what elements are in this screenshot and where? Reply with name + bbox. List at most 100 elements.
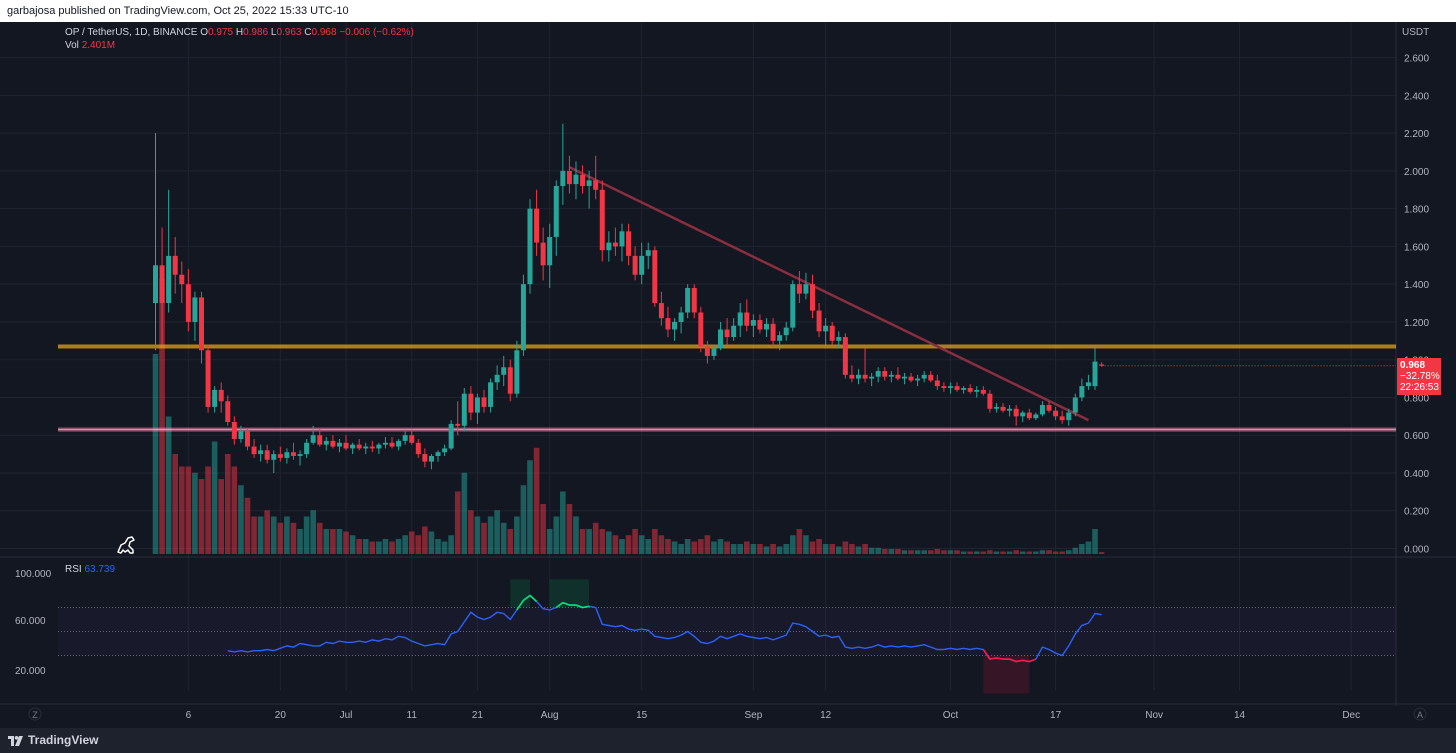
candle-body: [803, 284, 809, 294]
candle: [336, 438, 342, 453]
candle-body: [1099, 364, 1105, 366]
candle: [947, 382, 953, 394]
zoom-button-ring: [28, 707, 42, 721]
volume-bar: [665, 539, 671, 554]
candle: [921, 371, 927, 383]
candle: [494, 365, 500, 390]
rsi-value: 63.739: [84, 564, 116, 575]
candle: [829, 321, 835, 345]
candle: [862, 348, 868, 383]
candle: [718, 321, 724, 351]
candle: [757, 314, 763, 334]
candle: [908, 372, 914, 383]
candle-body: [593, 180, 599, 190]
candle-body: [553, 186, 559, 237]
candle-body: [560, 170, 566, 187]
candle-body: [330, 440, 336, 447]
candle-body: [895, 374, 901, 379]
candle: [810, 274, 815, 319]
candle: [1020, 410, 1026, 423]
volume-bar: [323, 529, 330, 554]
volume-bar: [954, 550, 960, 554]
volume-bar: [178, 466, 185, 554]
tradingview-icon: [8, 735, 23, 746]
candle-body: [1066, 412, 1072, 421]
volume-bar: [527, 460, 533, 554]
volume-bar: [625, 535, 632, 554]
volume-bar: [1006, 551, 1013, 554]
candle-body: [573, 174, 579, 185]
price-tick-label: 1.400: [1404, 280, 1429, 291]
volume-bar: [520, 485, 527, 554]
candle-body: [882, 371, 888, 377]
candle-body: [520, 284, 526, 351]
candle-body: [1085, 382, 1091, 387]
candle: [396, 438, 402, 451]
candle: [855, 369, 861, 385]
candle-body: [179, 274, 185, 285]
candle-body: [901, 376, 907, 379]
candle: [422, 448, 428, 468]
symbol-name[interactable]: OP / TetherUS, 1D, BINANCE: [65, 27, 198, 38]
candle: [882, 367, 888, 381]
candle-body: [448, 423, 454, 449]
volume-bar: [336, 529, 343, 554]
candle-body: [461, 393, 467, 426]
auto-scale-button[interactable]: A: [1417, 710, 1423, 720]
candle-body: [389, 442, 395, 447]
candle: [645, 242, 651, 270]
candle-body: [842, 337, 848, 375]
volume-bar: [855, 546, 862, 554]
chart-canvas[interactable]: 0.0000.2000.4000.6000.8001.0001.2001.400…: [0, 22, 1456, 728]
candle-body: [251, 446, 257, 455]
volume-bar: [152, 354, 159, 554]
publish-header: garbajosa published on TradingView.com, …: [0, 0, 1456, 22]
volume-bar: [796, 529, 803, 554]
candle-body: [481, 397, 487, 407]
volume-bar: [1098, 552, 1105, 554]
symbol-legend: OP / TetherUS, 1D, BINANCE O0.975 H0.986…: [65, 27, 414, 38]
publish-text: garbajosa published on TradingView.com, …: [7, 5, 349, 17]
candle-body: [284, 452, 290, 458]
resistance-line: [58, 344, 1396, 349]
time-tick-label: 11: [407, 710, 418, 721]
candle-body: [290, 452, 296, 456]
volume-bar: [481, 522, 487, 554]
rsi-pane: 20.000 60.000 100.000: [15, 569, 1396, 694]
candle-body: [422, 454, 428, 462]
candle: [777, 331, 783, 351]
candle-body: [711, 348, 717, 356]
volume-bar: [218, 479, 224, 554]
volume-bar: [310, 510, 316, 554]
high-value: 0.986: [243, 27, 269, 38]
volume-bar: [927, 550, 934, 554]
candle: [612, 227, 618, 256]
volume-bar: [185, 466, 192, 554]
candle: [987, 389, 993, 413]
rsi-label[interactable]: RSI: [65, 564, 82, 575]
candle-body: [310, 435, 316, 443]
zoom-button[interactable]: Z: [32, 710, 38, 720]
volume-bar: [1052, 551, 1059, 554]
candle: [435, 450, 441, 462]
candle-body: [153, 265, 158, 304]
candle: [790, 280, 796, 332]
last-price: 0.968: [1400, 360, 1426, 371]
candle-body: [829, 325, 835, 341]
candle: [875, 367, 881, 383]
candle-body: [645, 250, 651, 256]
volume-bar: [606, 531, 612, 554]
candle: [954, 382, 960, 392]
tradingview-logo[interactable]: TradingView: [8, 728, 98, 753]
volume-bar: [422, 526, 428, 554]
candle: [507, 359, 513, 402]
volume-bar: [382, 539, 389, 554]
volume-bar: [973, 551, 980, 554]
volume-bar: [507, 529, 514, 554]
candle: [212, 386, 218, 413]
volume-bar: [1033, 551, 1039, 554]
candle: [448, 420, 454, 451]
volume-bar: [1079, 544, 1085, 554]
candle-body: [350, 444, 356, 449]
candle: [816, 303, 822, 338]
